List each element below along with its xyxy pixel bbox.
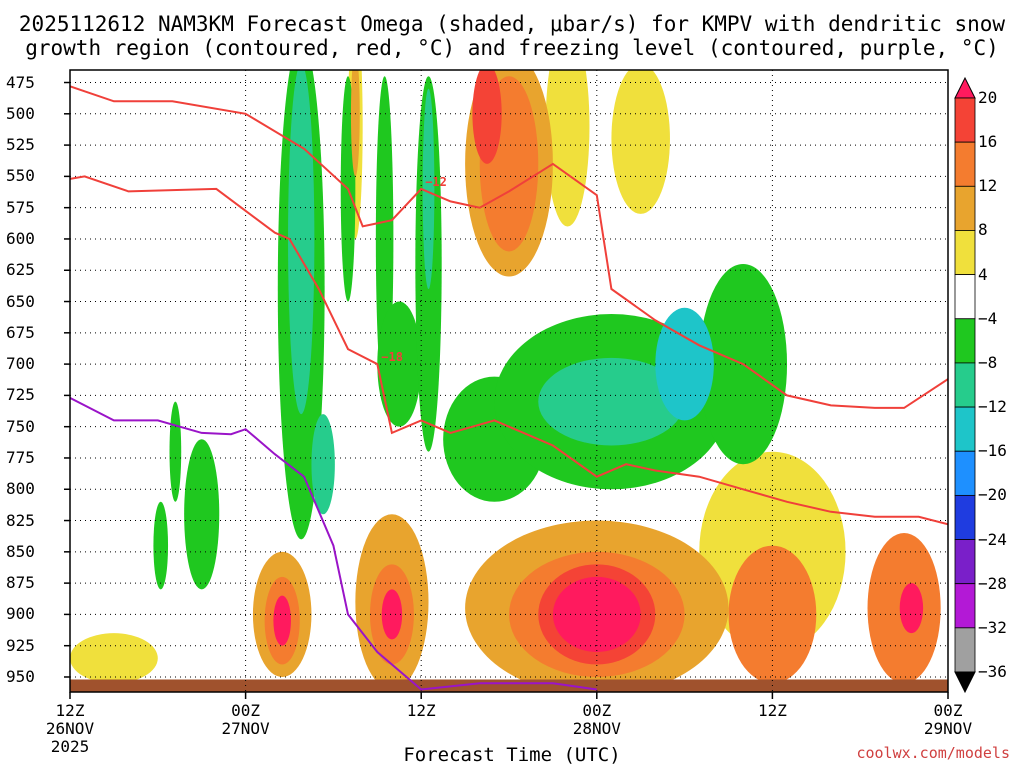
colorbar-label: 12 [978,176,998,196]
x-tick-year: 2025 [50,737,90,756]
y-tick-label-600: 600 [6,228,35,248]
y-tick-label-525: 525 [6,135,35,155]
x-tick-label-48: 12Z [732,702,812,756]
x-tick-time: 12Z [757,701,787,720]
x-tick-date: 29NOV [923,719,973,738]
omega-cell-32 [655,307,714,421]
colorbar-label: −28 [978,573,1007,593]
y-tick-label-625: 625 [6,260,35,280]
colorbar-band-9 [954,450,976,496]
x-tick-date: 26NOV [45,719,95,738]
colorbar-label: −36 [978,662,1007,681]
chart-title-line-2: growth region (contoured, red, °C) and f… [25,36,999,60]
omega-cell-36 [381,589,403,640]
x-tick-date: 27NOV [221,719,270,738]
dgz-contour-1 [70,175,948,526]
colorbar-band-3 [954,185,976,231]
plot-frame [69,69,949,693]
x-tick-label-0: 12Z 26NOV 2025 [30,702,110,756]
omega-cell-38 [899,583,924,634]
y-tick-label-775: 775 [6,447,35,467]
omega-cell-3 [70,633,158,684]
colorbar-label: 8 [978,220,988,240]
y-tick-label-650: 650 [6,291,35,311]
x-tick-date [732,720,812,738]
x-tick-label-60: 00Z 29NOV [908,702,988,756]
colorbar-band-1 [954,97,976,143]
y-tick-label-575: 575 [6,197,35,217]
colorbar-top-arrow [954,76,976,99]
y-tick-label-825: 825 [6,510,35,530]
colorbar-label: −8 [978,352,998,372]
omega-cell-33 [472,70,502,164]
omega-cell-16 [169,401,182,502]
omega-cell-14 [846,0,855,32]
y-tick-label-675: 675 [6,322,35,342]
y-tick-label-550: 550 [6,166,35,186]
omega-cell-23 [311,414,335,515]
omega-cell-18 [350,70,360,177]
y-tick-label-700: 700 [6,354,35,374]
chart-title-line-1: 2025112612 NAM3KM Forecast Omega (shaded… [18,12,1006,36]
y-tick-label-950: 950 [6,666,35,686]
colorbar-label: −24 [978,529,1007,549]
colorbar-label: 20 [978,88,998,107]
y-tick-label-875: 875 [6,573,35,593]
x-tick-date [381,720,461,738]
x-tick-time: 12Z [406,701,436,720]
freezing-level-contour [70,397,597,691]
x-tick-time: 00Z [231,701,261,720]
x-tick-time: 12Z [55,701,85,720]
dgz-contour-0 [70,85,948,409]
colorbar-band-4 [954,230,976,276]
dgz-contour-label-0: −12 [425,175,447,189]
omega-cell-25 [538,357,685,446]
contours [70,85,948,691]
credit-text: coolwx.com/models [856,744,1010,762]
colorbar-label: −12 [978,397,1007,417]
x-tick-time: 00Z [933,701,963,720]
omega-cell-1 [611,70,670,214]
y-tick-label-850: 850 [6,541,35,561]
y-tick-label-800: 800 [6,479,35,499]
colorbar-band-7 [954,362,976,408]
terrain-ground [70,679,948,692]
colorbar-band-8 [954,406,976,452]
colorbar-band-10 [954,494,976,540]
omega-cell-5 [153,501,169,590]
colorbar-band-6 [954,318,976,364]
x-tick-time: 00Z [582,701,612,720]
colorbar-label: −16 [978,441,1007,461]
y-tick-label-475: 475 [6,72,35,92]
x-tick-label-36: 00Z 28NOV [557,702,637,756]
y-tick-label-925: 925 [6,635,35,655]
x-tick-label-24: 12Z [381,702,461,756]
colorbar-band-13 [954,627,976,673]
omega-cell-0 [545,70,590,227]
colorbar-label: 4 [978,264,988,284]
x-axis-label: Forecast Time (UTC) [403,744,621,766]
dgz-contour-label-1: −18 [381,350,403,364]
colorbar-label: −32 [978,617,1007,637]
omega-cell-22 [288,70,315,415]
y-tick-label-900: 900 [6,604,35,624]
x-tick-label-12: 00Z 27NOV [206,702,286,756]
omega-cell-35 [273,595,291,646]
colorbar-band-5 [954,274,976,320]
x-tick-date: 28NOV [572,719,621,738]
omega-cell-15 [184,439,220,590]
omega-cell-37 [552,576,641,652]
y-tick-label-500: 500 [6,103,35,123]
colorbar-label: −4 [978,308,998,328]
colorbar-label: 16 [978,132,998,152]
y-tick-label-725: 725 [6,385,35,405]
colorbar-band-11 [954,539,976,585]
colorbar-band-2 [954,141,976,187]
colorbar-label: −20 [978,485,1007,505]
colorbar-band-12 [954,583,976,629]
colorbar-bottom-arrow [954,671,976,694]
omega-cell-30 [728,545,817,684]
y-tick-label-750: 750 [6,416,35,436]
